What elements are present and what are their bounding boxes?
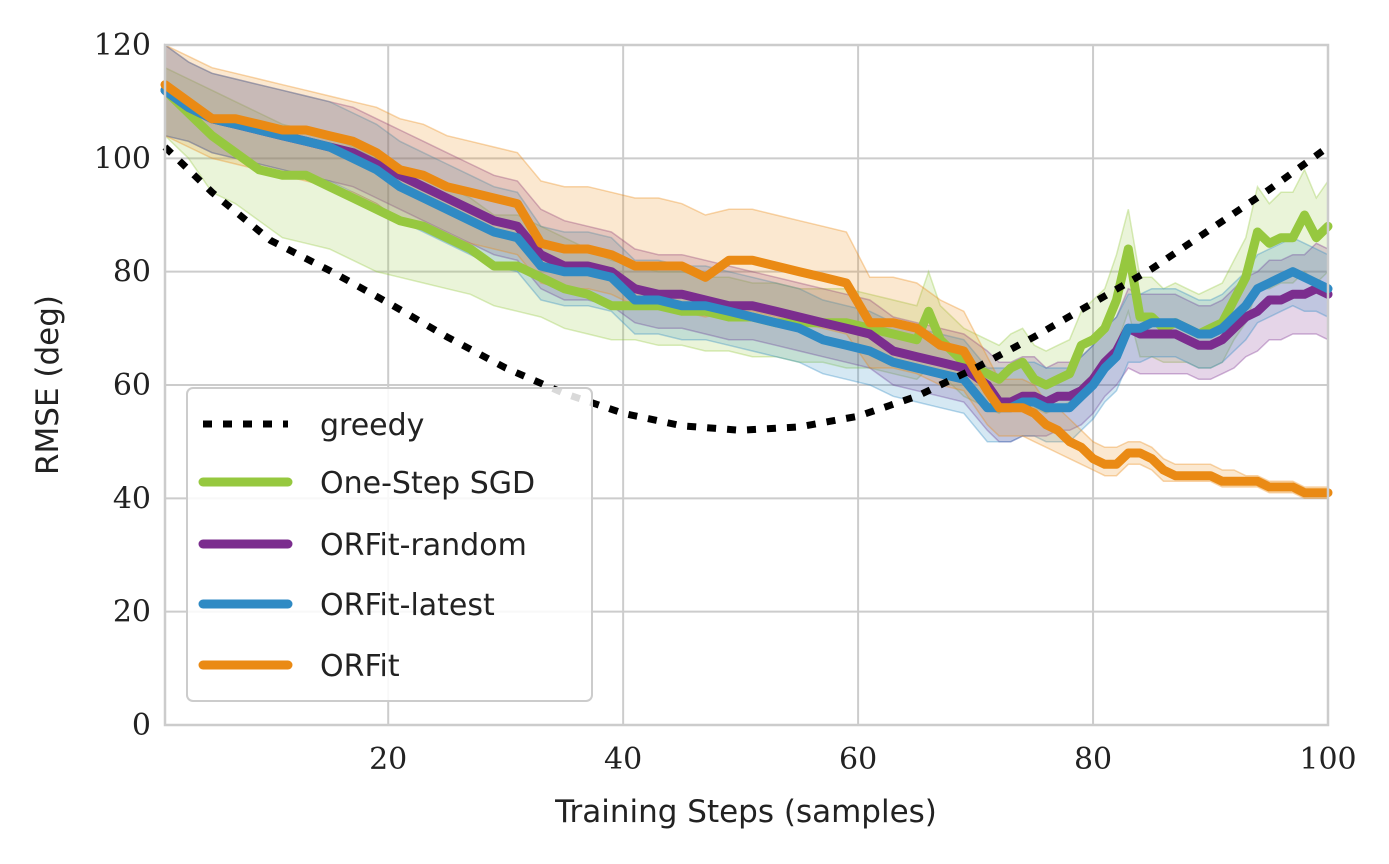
series-line-orfit (160, 80, 1333, 498)
legend-label-orfit-latest: ORFit-latest (320, 588, 495, 623)
y-tick-label: 0 (132, 708, 151, 743)
legend-label-greedy: greedy (320, 408, 424, 443)
legend-box (186, 387, 593, 702)
series-line-orfit-random (160, 85, 1333, 407)
y-axis-label: RMSE (deg) (30, 295, 66, 475)
y-tick-label: 40 (113, 481, 151, 516)
series-line-orfit-latest (160, 85, 1333, 413)
legend-label-orfit-random: ORFit-random (320, 528, 527, 563)
y-tick-label: 20 (113, 595, 151, 630)
x-axis-ticks: 20 40 60 80 100 (369, 742, 1357, 777)
legend-label-one-step-sgd: One-Step SGD (320, 466, 535, 501)
y-tick-label: 80 (113, 255, 151, 290)
plot-area-frame (163, 43, 1330, 727)
x-axis-label: Training Steps (samples) (554, 794, 937, 830)
x-tick-label: 100 (1299, 742, 1356, 777)
y-tick-label: 120 (94, 28, 151, 63)
x-tick-label: 80 (1074, 742, 1112, 777)
y-tick-label: 60 (113, 368, 151, 403)
x-tick-label: 40 (604, 742, 642, 777)
legend-label-orfit: ORFit (320, 649, 400, 684)
series-lines (160, 80, 1333, 498)
x-tick-label: 20 (369, 742, 407, 777)
x-tick-label: 60 (839, 742, 877, 777)
y-axis-ticks: 0 20 40 60 80 100 120 (94, 28, 151, 743)
y-tick-label: 100 (94, 141, 151, 176)
legend: greedy One-Step SGD ORFit-random ORFit-l… (186, 387, 593, 702)
